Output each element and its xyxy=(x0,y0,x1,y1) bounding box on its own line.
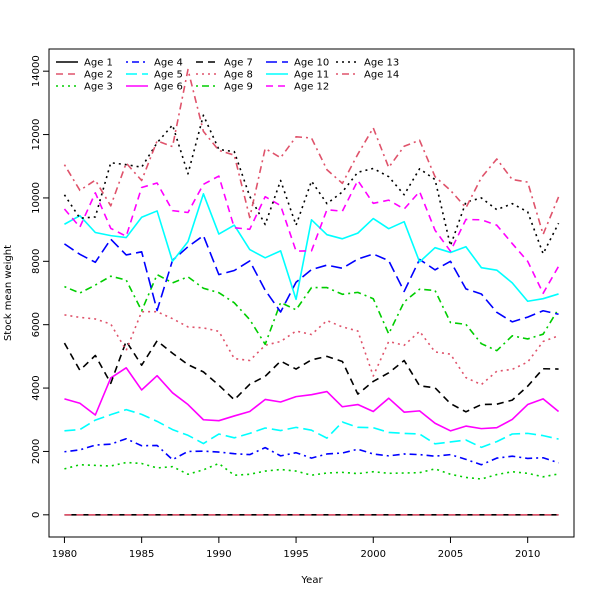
legend-label-5: Age 5 xyxy=(154,70,183,81)
x-tick-label: 2010 xyxy=(515,549,540,560)
legend-label-9: Age 9 xyxy=(224,82,253,93)
x-tick-label: 2005 xyxy=(438,549,463,560)
legend-label-1: Age 1 xyxy=(84,58,113,69)
y-tick-label: 10000 xyxy=(31,182,42,214)
series-line-11 xyxy=(64,193,559,303)
legend-label-8: Age 8 xyxy=(224,70,253,81)
y-axis: 0 2000 4000 6000 8000 10000 12000 14000 xyxy=(31,55,49,518)
legend-label-6: Age 6 xyxy=(154,82,183,93)
x-tick-label: 1990 xyxy=(206,549,231,560)
plot-frame xyxy=(48,48,575,538)
series-layer xyxy=(63,68,560,516)
series-line-9 xyxy=(64,273,560,352)
legend-label-12: Age 12 xyxy=(294,82,329,93)
series-line-4 xyxy=(64,437,559,466)
series-line-6 xyxy=(64,366,560,432)
x-tick-label: 1985 xyxy=(129,549,154,560)
legend-label-2: Age 2 xyxy=(84,70,113,81)
y-tick-label: 2000 xyxy=(31,439,42,464)
legend-label-7: Age 7 xyxy=(224,58,253,69)
series-line-8 xyxy=(64,310,559,386)
y-axis-title: Stock mean weight xyxy=(3,245,14,341)
x-axis: 1980 1985 1990 1995 2000 2005 2010 xyxy=(52,537,540,560)
y-tick-label: 8000 xyxy=(31,249,42,274)
x-tick-label: 2000 xyxy=(361,549,386,560)
series-line-10 xyxy=(63,234,559,323)
x-tick-label: 1980 xyxy=(52,549,77,560)
y-tick-label: 14000 xyxy=(31,55,42,87)
legend-label-11: Age 11 xyxy=(294,70,329,81)
series-line-5 xyxy=(64,408,559,449)
legend-label-4: Age 4 xyxy=(154,58,183,69)
series-line-14 xyxy=(63,68,560,236)
legend-label-3: Age 3 xyxy=(84,82,113,93)
y-tick-label: 4000 xyxy=(31,375,42,400)
series-line-13 xyxy=(63,114,560,255)
legend-label-13: Age 13 xyxy=(364,58,399,69)
x-tick-label: 1995 xyxy=(283,549,308,560)
series-line-7 xyxy=(63,340,559,413)
legend-label-14: Age 14 xyxy=(364,70,399,81)
y-tick-label: 0 xyxy=(31,512,42,518)
x-axis-title: Year xyxy=(300,575,323,586)
y-tick-label: 12000 xyxy=(31,119,42,151)
series-line-12 xyxy=(63,175,560,295)
y-tick-label: 6000 xyxy=(31,312,42,337)
legend-label-10: Age 10 xyxy=(294,58,329,69)
